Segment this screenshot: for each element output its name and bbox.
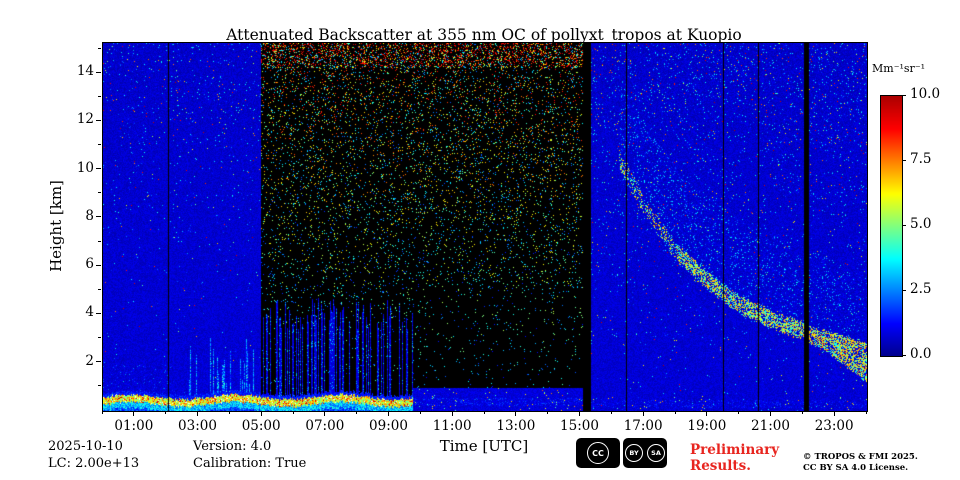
y-minor-tick bbox=[98, 288, 101, 290]
x-tick-label: 19:00 bbox=[687, 418, 727, 434]
colorbar-tick-label: 10.0 bbox=[910, 86, 941, 102]
x-tick bbox=[642, 411, 644, 416]
y-tick bbox=[96, 312, 101, 314]
x-minor-tick bbox=[419, 411, 421, 414]
x-minor-tick bbox=[228, 411, 230, 414]
y-tick bbox=[96, 361, 101, 363]
y-tick bbox=[96, 71, 101, 73]
x-tick bbox=[260, 411, 262, 416]
x-tick bbox=[515, 411, 517, 416]
x-tick-label: 23:00 bbox=[814, 418, 854, 434]
x-tick-label: 17:00 bbox=[623, 418, 663, 434]
colorbar-tick bbox=[902, 289, 906, 291]
y-minor-tick bbox=[98, 337, 101, 339]
x-tick bbox=[833, 411, 835, 416]
x-minor-tick bbox=[483, 411, 485, 414]
y-minor-tick bbox=[98, 192, 101, 194]
y-tick-label: 2 bbox=[85, 352, 94, 369]
x-tick-label: 15:00 bbox=[560, 418, 599, 434]
x-tick-label: 09:00 bbox=[369, 418, 408, 434]
plot-area bbox=[102, 42, 868, 412]
x-tick-label: 03:00 bbox=[178, 418, 217, 434]
x-tick bbox=[451, 411, 453, 416]
y-tick-label: 4 bbox=[85, 304, 94, 321]
y-tick-label: 14 bbox=[76, 63, 94, 80]
footer-version: Version: 4.0 bbox=[193, 439, 272, 454]
y-tick bbox=[96, 216, 101, 218]
copyright-line-2: CC BY SA 4.0 License. bbox=[803, 463, 909, 474]
y-minor-tick bbox=[98, 95, 101, 97]
x-minor-tick bbox=[547, 411, 549, 414]
colorbar-tick-label: 2.5 bbox=[910, 281, 932, 297]
colorbar-canvas bbox=[881, 96, 902, 356]
x-minor-tick bbox=[801, 411, 803, 414]
x-minor-tick bbox=[738, 411, 740, 414]
colorbar-tick-label: 5.0 bbox=[910, 216, 932, 232]
x-minor-tick bbox=[101, 411, 103, 414]
heatmap-canvas bbox=[103, 43, 867, 411]
x-tick bbox=[706, 411, 708, 416]
x-tick-label: 05:00 bbox=[241, 418, 281, 434]
cc-by-icon: BY bbox=[625, 444, 643, 462]
x-tick bbox=[197, 411, 198, 416]
y-tick-label: 12 bbox=[76, 111, 94, 128]
colorbar bbox=[880, 95, 903, 357]
x-tick bbox=[133, 411, 135, 416]
colorbar-tick-label: 7.5 bbox=[910, 151, 932, 167]
y-minor-tick bbox=[98, 240, 101, 242]
x-tick-label: 13:00 bbox=[496, 418, 536, 434]
cc-logo-box: CC bbox=[576, 438, 620, 468]
x-tick-label: 21:00 bbox=[751, 418, 790, 434]
y-tick bbox=[96, 168, 101, 170]
x-minor-tick bbox=[610, 411, 612, 414]
x-minor-tick bbox=[865, 411, 867, 414]
footer-date: 2025-10-10 bbox=[48, 439, 123, 454]
colorbar-tick bbox=[902, 159, 906, 161]
x-axis-label: Time [UTC] bbox=[439, 437, 529, 455]
footer-lidar-constant: LC: 2.00e+13 bbox=[48, 456, 140, 471]
x-tick bbox=[324, 411, 326, 416]
y-minor-tick bbox=[98, 385, 101, 387]
copyright-line-1: © TROPOS & FMI 2025. bbox=[803, 452, 918, 462]
colorbar-tick bbox=[902, 94, 906, 96]
copyright-note: © TROPOS & FMI 2025. CC BY SA 4.0 Licens… bbox=[803, 452, 918, 474]
x-tick-label: 11:00 bbox=[432, 418, 472, 434]
y-minor-tick bbox=[98, 47, 101, 49]
colorbar-tick-label: 0.0 bbox=[910, 346, 932, 362]
y-tick-label: 6 bbox=[85, 256, 94, 273]
x-minor-tick bbox=[356, 411, 358, 414]
colorbar-tick bbox=[902, 224, 906, 226]
chart-title: Attenuated Backscatter at 355 nm OC of p… bbox=[226, 26, 742, 44]
colorbar-tick bbox=[902, 354, 906, 356]
y-tick-label: 10 bbox=[76, 159, 94, 176]
y-tick bbox=[96, 264, 101, 266]
cc-by-sa-box: BY SA bbox=[623, 438, 667, 468]
preliminary-note: Preliminary Results. bbox=[690, 442, 780, 474]
y-minor-tick bbox=[98, 144, 101, 146]
x-tick bbox=[770, 411, 771, 416]
y-tick bbox=[96, 119, 101, 121]
x-minor-tick bbox=[292, 411, 294, 414]
colorbar-label: Mm⁻¹sr⁻¹ bbox=[872, 62, 926, 75]
x-tick bbox=[388, 411, 389, 416]
y-tick-label: 8 bbox=[85, 207, 94, 224]
x-tick-label: 07:00 bbox=[305, 418, 345, 434]
cc-license-badge: CC BY SA bbox=[576, 438, 667, 468]
cc-sa-icon: SA bbox=[647, 444, 665, 462]
x-tick-label: 01:00 bbox=[114, 418, 154, 434]
footer-calibration: Calibration: True bbox=[193, 456, 307, 471]
cc-icon: CC bbox=[587, 442, 609, 464]
x-tick bbox=[579, 411, 580, 416]
x-minor-tick bbox=[165, 411, 167, 414]
x-minor-tick bbox=[674, 411, 676, 414]
